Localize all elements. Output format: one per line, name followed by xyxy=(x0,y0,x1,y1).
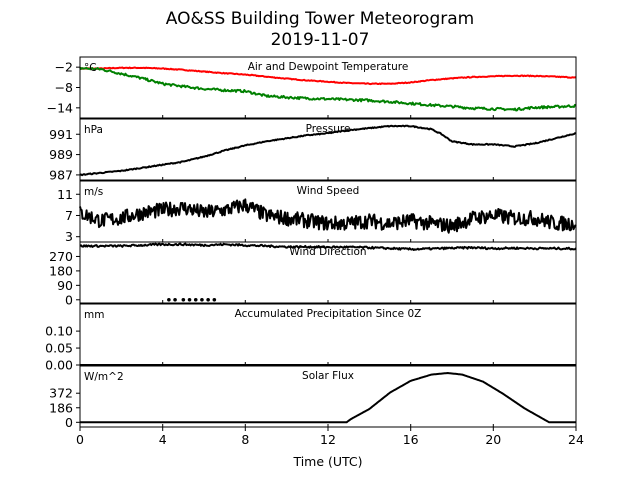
panel-title: Wind Speed xyxy=(297,185,360,197)
panel-pressure: 991 989 987 hPa Pressure xyxy=(49,118,577,182)
x-tick-label: 8 xyxy=(241,432,249,447)
x-axis: 0 4 8 12 16 20 24 xyxy=(76,427,584,447)
y-tick-label: 180 xyxy=(49,263,73,278)
y-tick-label: −14 xyxy=(47,100,73,115)
x-tick-label: 12 xyxy=(320,432,336,447)
series-line-solar xyxy=(80,372,576,424)
y-tick-label: 0 xyxy=(65,292,73,307)
series-line-wind_speed xyxy=(79,198,577,234)
panel-unit-label: W/m^2 xyxy=(84,371,124,383)
calm-point-1 xyxy=(173,297,177,302)
y-tick-label: 991 xyxy=(49,127,73,142)
series-line-pressure xyxy=(79,124,576,177)
x-tick-label: 0 xyxy=(76,432,84,447)
chart-title-line2: 2019-11-07 xyxy=(271,30,370,50)
calm-point-7 xyxy=(212,297,217,302)
y-tick-label: 372 xyxy=(49,386,73,401)
y-tick-label: 270 xyxy=(49,249,73,264)
y-tick-label: 0.05 xyxy=(45,341,73,356)
y-tick-label: 7 xyxy=(65,208,73,223)
y-tick-label: −8 xyxy=(55,80,73,95)
y-tick-label: 989 xyxy=(49,147,73,162)
calm-point-5 xyxy=(200,297,204,302)
x-tick-label: 24 xyxy=(568,432,584,447)
y-tick-label: 0.10 xyxy=(45,324,73,339)
calm-point-0 xyxy=(167,297,171,302)
calm-point-6 xyxy=(206,297,210,302)
calm-point-4 xyxy=(193,297,198,302)
x-tick-label: 16 xyxy=(403,432,419,447)
x-axis-label: Time (UTC) xyxy=(292,454,362,469)
panels-group: −2 −8 −14 °C Air and Dewpoint Temperature 991… xyxy=(45,56,577,430)
panel-unit-label: mm xyxy=(84,309,104,321)
y-tick-label: 0.00 xyxy=(45,358,73,373)
y-tick-label: 987 xyxy=(49,167,73,182)
x-tick-label: 20 xyxy=(485,432,501,447)
panel-wind_speed: 11 7 3 m/s Wind Speed xyxy=(57,180,577,244)
y-tick-label: 11 xyxy=(57,187,73,202)
calm-point-3 xyxy=(187,297,192,302)
panel-precipitation: 0.10 0.05 0.00 mm Accumulated Precipitation … xyxy=(45,303,577,373)
panel-unit-label: °C xyxy=(84,62,97,74)
y-tick-label: 186 xyxy=(49,400,73,415)
panel-unit-label: m/s xyxy=(84,186,103,198)
panel-title: Air and Dewpoint Temperature xyxy=(248,61,409,73)
series-line-wind_dir xyxy=(79,242,577,251)
panel-title: Wind Direction xyxy=(289,246,366,258)
series-line-dew xyxy=(79,66,577,112)
panel-title: Solar Flux xyxy=(302,370,354,382)
series-line-air xyxy=(79,66,577,86)
panel-title: Pressure xyxy=(306,123,351,135)
panel-title: Accumulated Precipitation Since 0Z xyxy=(235,308,422,320)
calm-point-2 xyxy=(181,297,186,302)
x-tick-label: 4 xyxy=(159,432,167,447)
y-tick-label: 90 xyxy=(57,278,73,293)
chart-title-line1: AO&SS Building Tower Meteorogram xyxy=(166,9,474,29)
y-tick-label: 3 xyxy=(65,229,73,244)
y-tick-label: 0 xyxy=(65,415,73,430)
y-tick-label: −2 xyxy=(55,60,73,75)
panel-unit-label: hPa xyxy=(84,124,103,136)
panel-temperature: −2 −8 −14 °C Air and Dewpoint Temperature xyxy=(47,56,577,119)
